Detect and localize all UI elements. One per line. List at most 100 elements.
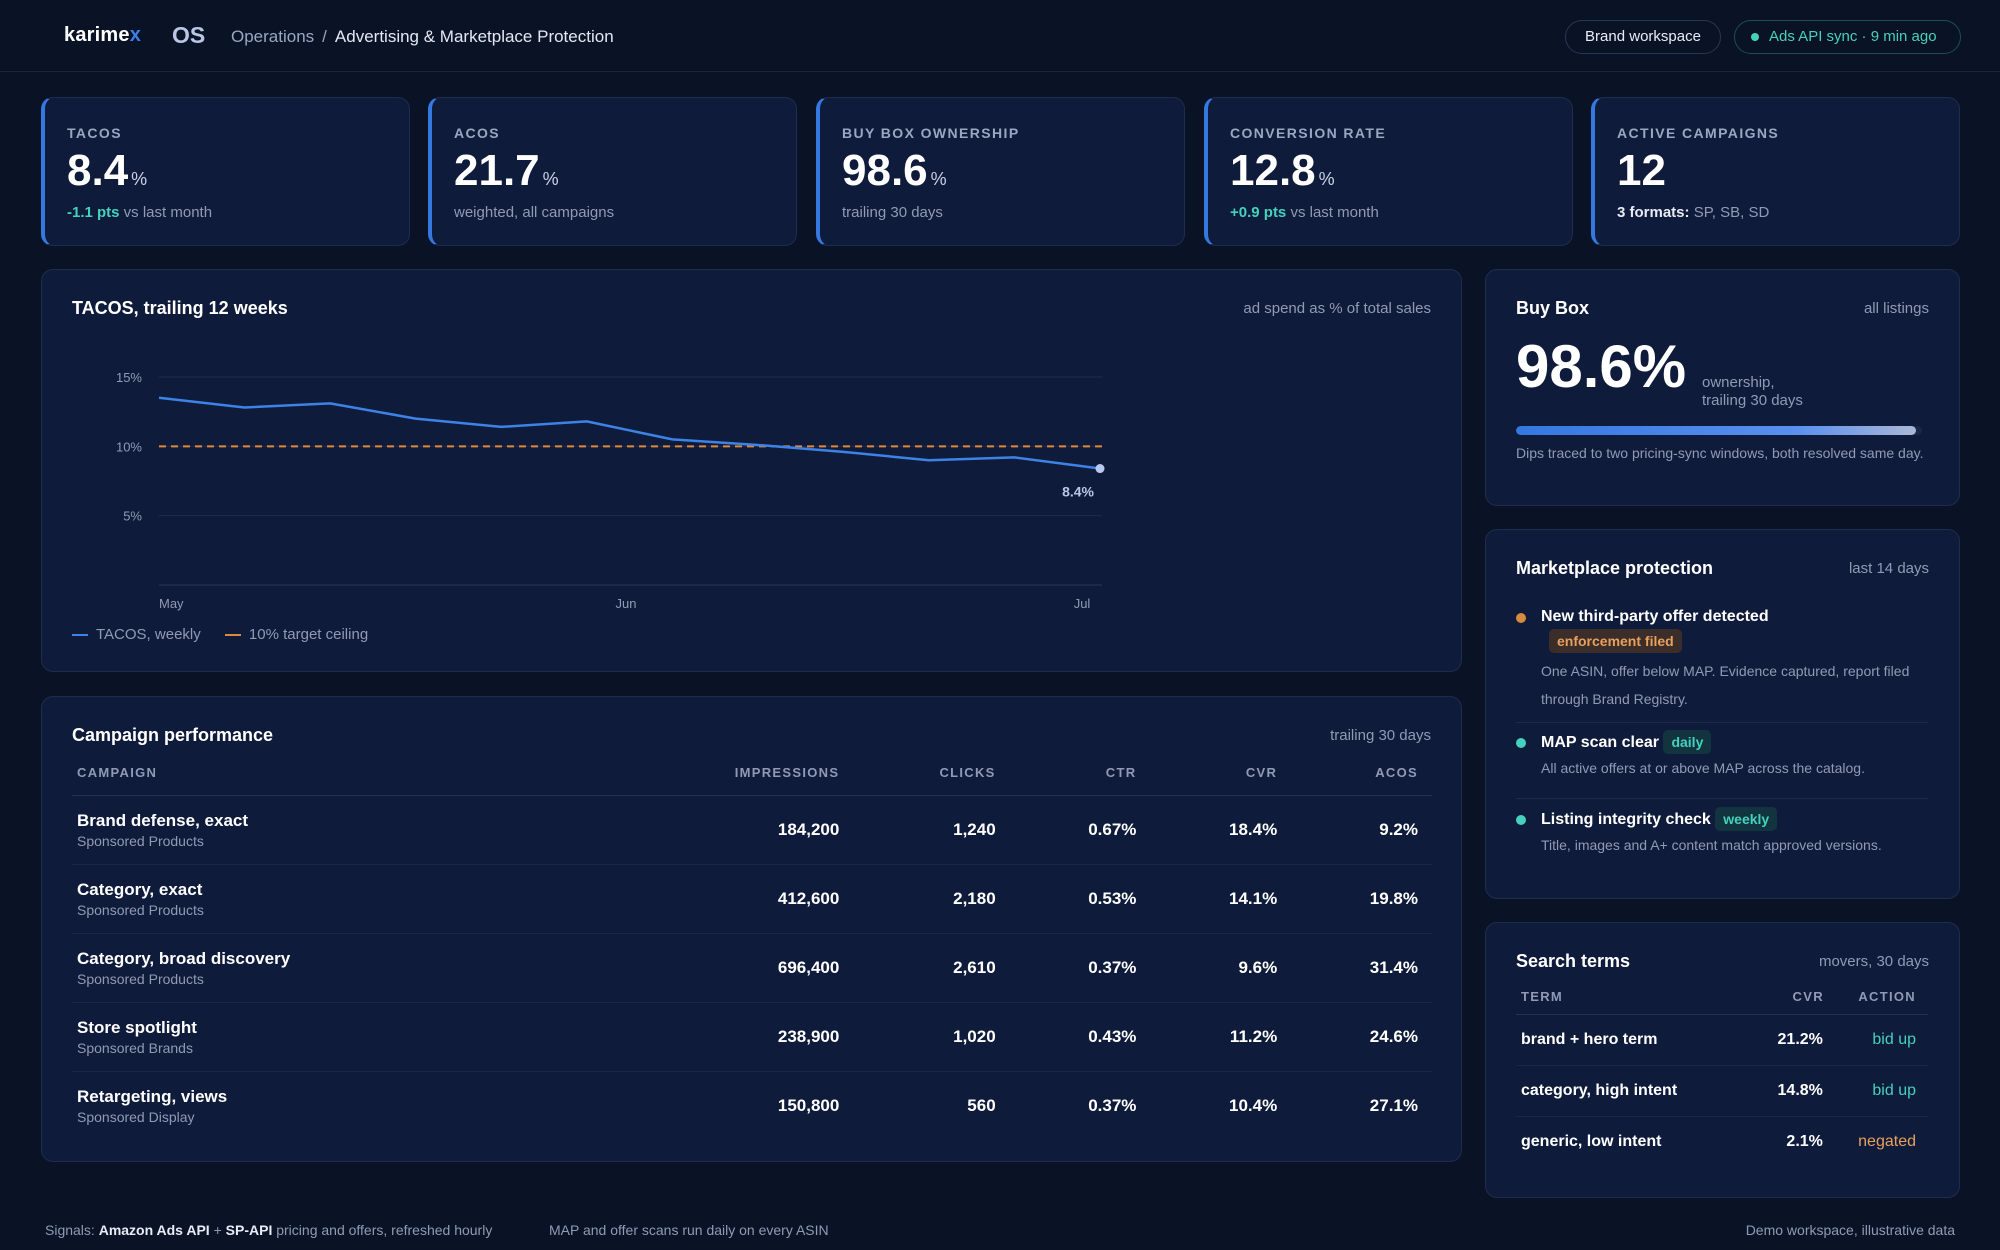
enforcement-badge: enforcement filed <box>1549 629 1682 653</box>
y-tick-label: 15% <box>116 370 142 385</box>
clicks-cell: 1,240 <box>853 795 1010 865</box>
frequency-badge: weekly <box>1715 807 1778 831</box>
protection-item-offer-detected[interactable]: New third-party offer detected enforcemen… <box>1516 605 1928 715</box>
ctr-cell: 0.37% <box>1009 933 1151 1003</box>
table-header-row: CAMPAIGN IMPRESSIONS CLICKS CTR CVR ACOS <box>72 761 1432 796</box>
campaign-type: Sponsored Display <box>77 1109 195 1125</box>
impressions-cell: 412,600 <box>589 864 854 934</box>
column-header-cvr[interactable]: CVR <box>1754 989 1824 1015</box>
status-dot-icon <box>1516 815 1526 825</box>
campaign-type: Sponsored Products <box>77 971 204 987</box>
impressions-cell: 150,800 <box>777 1096 840 1115</box>
tacos-series-line <box>158 396 1101 470</box>
marketplace-protection-card: Marketplace protection last 14 days New … <box>1485 529 1960 899</box>
y-tick-label: 10% <box>116 439 142 454</box>
protection-item-listing-integrity[interactable]: Listing integrity check weekly Title, im… <box>1516 807 1928 867</box>
table-row[interactable]: generic, low intent 2.1% negated <box>1516 1117 1928 1168</box>
footer-map-note: MAP and offer scans run daily on every A… <box>549 1222 829 1238</box>
breadcrumb-current: Advertising & Marketplace Protection <box>334 27 614 46</box>
buy-box-value: 98.6% <box>1516 333 1687 400</box>
campaign-performance-card: Campaign performance trailing 30 days CA… <box>41 696 1462 1162</box>
ctr-cell: 0.37% <box>1088 1096 1137 1115</box>
sync-status-badge[interactable]: Ads API sync · 9 min ago <box>1734 20 1961 54</box>
protection-item-map-scan[interactable]: MAP scan clear daily All active offers a… <box>1516 730 1928 790</box>
kpi-value: 98.6% <box>842 146 947 195</box>
table-row[interactable]: Brand defense, exact Sponsored Products 1… <box>72 795 1432 865</box>
cvr-cell: 14.8% <box>1754 1065 1824 1117</box>
kpi-card-active-campaigns: ACTIVE CAMPAIGNS 12 3 formats: SP, SB, S… <box>1591 97 1960 246</box>
legend-item-tacos: TACOS, weekly <box>72 626 201 643</box>
campaign-name: Store spotlight <box>77 1018 197 1037</box>
column-header-ctr[interactable]: CTR <box>1009 761 1151 796</box>
kpi-subtext: 3 formats: SP, SB, SD <box>1617 204 1770 221</box>
legend-swatch <box>224 634 241 637</box>
cvr-cell: 2.1% <box>1786 1133 1823 1150</box>
data-point <box>1095 464 1105 474</box>
table-row[interactable]: Retargeting, views Sponsored Display 150,… <box>72 1072 1432 1141</box>
campaign-cell: Category, broad discovery Sponsored Produ… <box>72 933 590 1003</box>
column-header-term[interactable]: TERM <box>1516 989 1755 1015</box>
cvr-cell: 14.1% <box>1150 864 1292 934</box>
buy-box-note: all listings <box>1863 300 1929 317</box>
campaign-name: Category, broad discovery <box>77 949 291 968</box>
footer-signals: Signals: Amazon Ads API + SP-API pricing… <box>45 1222 493 1238</box>
column-header-campaign[interactable]: CAMPAIGN <box>72 761 590 796</box>
column-header-impressions[interactable]: IMPRESSIONS <box>589 761 854 796</box>
kpi-subtext: -1.1 pts vs last month <box>67 204 213 221</box>
buy-box-footnote: Dips traced to two pricing-sync windows,… <box>1516 445 1924 461</box>
clicks-cell: 560 <box>967 1096 996 1115</box>
column-header-acos[interactable]: ACOS <box>1291 761 1432 796</box>
acos-cell: 9.2% <box>1291 795 1432 865</box>
term-cell: generic, low intent <box>1521 1133 1662 1150</box>
ctr-cell: 0.43% <box>1009 1002 1151 1072</box>
kpi-subtext: +0.9 pts vs last month <box>1230 204 1379 221</box>
cvr-cell: 9.6% <box>1150 933 1292 1003</box>
kpi-label: TACOS <box>67 125 122 141</box>
campaign-name: Brand defense, exact <box>77 811 249 830</box>
cvr-cell: 10.4% <box>1228 1096 1278 1115</box>
kpi-card-buy-box: BUY BOX OWNERSHIP 98.6% trailing 30 days <box>816 97 1185 246</box>
search-terms-note: movers, 30 days <box>1818 953 1929 970</box>
campaign-cell: Brand defense, exact Sponsored Products <box>72 795 590 865</box>
buy-box-caption: ownership, trailing 30 days <box>1702 374 1803 409</box>
column-header-cvr[interactable]: CVR <box>1150 761 1292 796</box>
table-row[interactable]: category, high intent 14.8% bid up <box>1516 1065 1928 1117</box>
kpi-card-acos: ACOS 21.7% weighted, all campaigns <box>428 97 797 246</box>
action-cell[interactable]: bid up <box>1823 1065 1928 1117</box>
acos-cell: 19.8% <box>1291 864 1432 934</box>
column-header-action[interactable]: ACTION <box>1823 989 1928 1015</box>
buy-box-progress-fill <box>1516 426 1917 435</box>
table-row[interactable]: Category, exact Sponsored Products 412,60… <box>72 864 1432 934</box>
action-cell[interactable]: negated <box>1858 1133 1916 1150</box>
protection-item-description: One ASIN, offer below MAP. Evidence capt… <box>1541 663 1910 707</box>
protection-item-title: MAP scan clear daily <box>1541 730 1712 755</box>
kpi-value: 8.4% <box>67 146 148 195</box>
table-row[interactable]: Store spotlight Sponsored Brands 238,900 … <box>72 1002 1432 1072</box>
kpi-label: ACTIVE CAMPAIGNS <box>1617 125 1780 141</box>
protection-item-description: All active offers at or above MAP across… <box>1541 760 1865 776</box>
breadcrumb-separator: / <box>322 27 327 46</box>
kpi-card-conversion-rate: CONVERSION RATE 12.8% +0.9 pts vs last m… <box>1204 97 1573 246</box>
kpi-value: 12.8% <box>1230 146 1335 195</box>
chart-legend: TACOS, weekly 10% target ceiling <box>72 626 388 643</box>
x-tick-label: May <box>159 596 184 611</box>
kpi-label: ACOS <box>454 125 501 141</box>
table-header-row: TERM CVR ACTION <box>1516 989 1928 1015</box>
campaign-type: Sponsored Brands <box>77 1040 193 1056</box>
clicks-cell: 1,020 <box>853 1002 1010 1072</box>
action-cell[interactable]: bid up <box>1823 1014 1928 1066</box>
os-label: OS <box>172 22 206 48</box>
table-row[interactable]: Category, broad discovery Sponsored Produ… <box>72 933 1432 1003</box>
acos-cell: 27.1% <box>1369 1096 1418 1115</box>
search-terms-title: Search terms <box>1516 951 1631 971</box>
legend-swatch <box>72 634 88 637</box>
brand-logo[interactable]: karimex <box>64 24 142 46</box>
column-header-clicks[interactable]: CLICKS <box>853 761 1010 796</box>
table-row[interactable]: brand + hero term 21.2% bid up <box>1516 1014 1928 1066</box>
kpi-subtext: trailing 30 days <box>842 204 943 221</box>
protection-item-title: Listing integrity check weekly <box>1541 807 1778 832</box>
campaign-name: Retargeting, views <box>77 1087 228 1106</box>
campaign-table: CAMPAIGN IMPRESSIONS CLICKS CTR CVR ACOS… <box>72 761 1432 1140</box>
breadcrumb-root[interactable]: Operations <box>231 27 315 46</box>
workspace-button[interactable]: Brand workspace <box>1565 20 1721 54</box>
